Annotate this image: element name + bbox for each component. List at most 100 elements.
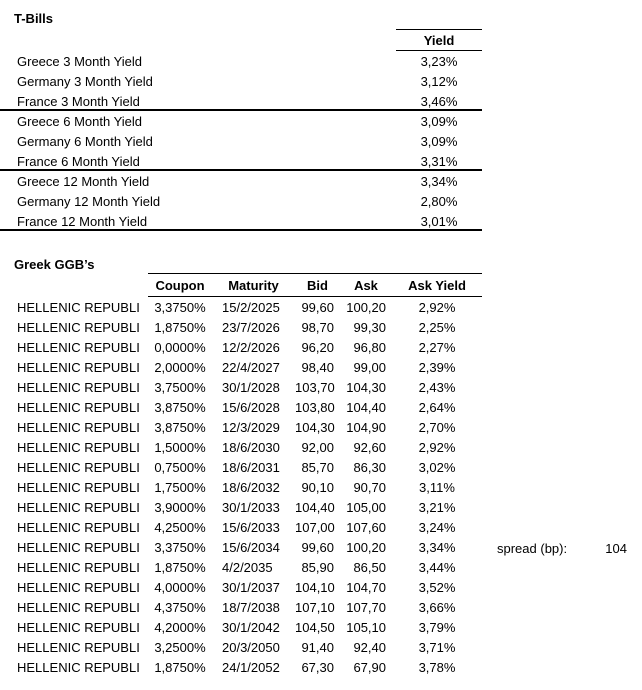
ggb-bid-value: 104,50 — [295, 619, 335, 635]
ggb-maturity-value: 24/1/2052 — [222, 659, 280, 675]
tbill-label: Germany 12 Month Yield — [17, 193, 161, 209]
ggb-row: HELLENIC REPUBLI 4,3750% 18/7/2038 107,1… — [0, 597, 482, 617]
ggb-issuer-name: HELLENIC REPUBLI — [17, 519, 140, 535]
ggb-ask-value: 104,30 — [346, 379, 386, 395]
ggb-issuer-name: HELLENIC REPUBLI — [17, 479, 140, 495]
ggb-ask-yield-value: 2,43% — [418, 379, 456, 395]
ggb-ask-yield-value: 2,92% — [418, 299, 456, 315]
tbill-yield-value: 3,46% — [420, 93, 458, 109]
ggb-ask-yield-value: 2,39% — [418, 359, 456, 375]
ggb-ask-value: 99,00 — [353, 359, 386, 375]
ggb-ask-yield-value: 2,27% — [418, 339, 456, 355]
ggb-bid-value: 98,40 — [301, 359, 334, 375]
ggb-ask-value: 92,60 — [353, 439, 386, 455]
ggb-ask-value: 86,30 — [353, 459, 386, 475]
tbill-row: Greece 3 Month Yield 3,23% — [0, 51, 482, 71]
tbill-label: France 3 Month Yield — [17, 93, 140, 109]
ggb-ask-value: 67,90 — [353, 659, 386, 675]
ggb-ask-yield-value: 3,52% — [418, 579, 456, 595]
ggb-issuer-name: HELLENIC REPUBLI — [17, 339, 140, 355]
tbill-yield-value: 3,12% — [420, 73, 458, 89]
ggb-coupon-value: 0,0000% — [154, 339, 206, 355]
ggb-maturity-value: 18/6/2032 — [222, 479, 280, 495]
tbill-row: France 3 Month Yield 3,46% — [0, 91, 482, 111]
ggb-ask-value: 86,50 — [353, 559, 386, 575]
ggb-coupon-value: 3,3750% — [154, 299, 206, 315]
ggb-header-row: Coupon Maturity Bid Ask Ask Yield — [148, 273, 482, 297]
ggb-ask-yield-value: 3,71% — [418, 639, 456, 655]
ggb-bid-value: 107,00 — [295, 519, 335, 535]
ggb-row: HELLENIC REPUBLI 3,3750% 15/2/2025 99,60… — [0, 297, 482, 317]
spread-value: 104 — [605, 540, 627, 556]
tbill-row: Greece 6 Month Yield 3,09% — [0, 111, 482, 131]
ggb-bid-value: 104,10 — [295, 579, 335, 595]
ggb-ask-value: 104,70 — [346, 579, 386, 595]
ggb-issuer-name: HELLENIC REPUBLI — [17, 359, 140, 375]
ggb-header-ask: Ask — [354, 277, 378, 293]
ggb-coupon-value: 3,9000% — [154, 499, 206, 515]
ggb-row: HELLENIC REPUBLI 2,0000% 22/4/2027 98,40… — [0, 357, 482, 377]
ggb-header-ask-yield: Ask Yield — [408, 277, 466, 293]
ggb-maturity-value: 15/6/2033 — [222, 519, 280, 535]
ggb-header-bid: Bid — [307, 277, 328, 293]
ggb-bid-value: 67,30 — [301, 659, 334, 675]
ggb-maturity-value: 18/7/2038 — [222, 599, 280, 615]
ggb-issuer-name: HELLENIC REPUBLI — [17, 319, 140, 335]
ggb-coupon-value: 3,3750% — [154, 539, 206, 555]
ggb-bid-value: 104,30 — [295, 419, 335, 435]
tbills-section-title: T-Bills — [14, 11, 54, 26]
ggb-issuer-name: HELLENIC REPUBLI — [17, 439, 140, 455]
ggb-coupon-value: 4,2500% — [154, 519, 206, 535]
ggb-row: HELLENIC REPUBLI 1,8750% 4/2/2035 85,90 … — [0, 557, 482, 577]
ggb-bid-value: 103,80 — [295, 399, 335, 415]
ggb-maturity-value: 15/6/2028 — [222, 399, 280, 415]
tbill-row: Germany 6 Month Yield 3,09% — [0, 131, 482, 151]
ggb-issuer-name: HELLENIC REPUBLI — [17, 559, 140, 575]
ggb-maturity-value: 18/6/2031 — [222, 459, 280, 475]
ggb-ask-yield-value: 3,44% — [418, 559, 456, 575]
tbills-yield-column-header: Yield — [396, 29, 482, 51]
ggb-row: HELLENIC REPUBLI 3,2500% 20/3/2050 91,40… — [0, 637, 482, 657]
ggb-ask-yield-value: 2,70% — [418, 419, 456, 435]
ggb-maturity-value: 18/6/2030 — [222, 439, 280, 455]
ggb-maturity-value: 4/2/2035 — [222, 559, 273, 575]
ggb-bid-value: 99,60 — [301, 539, 334, 555]
ggb-row: HELLENIC REPUBLI 0,0000% 12/2/2026 96,20… — [0, 337, 482, 357]
ggb-bid-value: 103,70 — [295, 379, 335, 395]
ggb-ask-yield-value: 3,34% — [418, 539, 456, 555]
tbill-label: Germany 3 Month Yield — [17, 73, 153, 89]
tbill-row: France 12 Month Yield 3,01% — [0, 211, 482, 231]
ggb-row: HELLENIC REPUBLI 3,8750% 12/3/2029 104,3… — [0, 417, 482, 437]
ggb-header-maturity: Maturity — [228, 277, 279, 293]
ggb-ask-yield-value: 3,21% — [418, 499, 456, 515]
ggb-ask-value: 107,70 — [346, 599, 386, 615]
tbill-yield-value: 3,34% — [420, 173, 458, 189]
ggb-maturity-value: 12/3/2029 — [222, 419, 280, 435]
ggb-maturity-value: 30/1/2033 — [222, 499, 280, 515]
ggb-row: HELLENIC REPUBLI 3,3750% 15/6/2034 99,60… — [0, 537, 482, 557]
ggb-ask-value: 100,20 — [346, 539, 386, 555]
tbill-row: Greece 12 Month Yield 3,34% — [0, 171, 482, 191]
ggb-maturity-value: 30/1/2037 — [222, 579, 280, 595]
ggb-ask-value: 104,40 — [346, 399, 386, 415]
tbill-row: Germany 12 Month Yield 2,80% — [0, 191, 482, 211]
ggb-issuer-name: HELLENIC REPUBLI — [17, 599, 140, 615]
ggb-coupon-value: 4,2000% — [154, 619, 206, 635]
ggb-issuer-name: HELLENIC REPUBLI — [17, 619, 140, 635]
ggb-coupon-value: 3,2500% — [154, 639, 206, 655]
ggb-row: HELLENIC REPUBLI 0,7500% 18/6/2031 85,70… — [0, 457, 482, 477]
tbill-yield-value: 3,09% — [420, 113, 458, 129]
ggb-coupon-value: 3,7500% — [154, 379, 206, 395]
tbill-yield-value: 2,80% — [420, 193, 458, 209]
ggb-section-title: Greek GGB’s — [14, 257, 95, 272]
tbill-yield-value: 3,01% — [420, 213, 458, 229]
ggb-issuer-name: HELLENIC REPUBLI — [17, 399, 140, 415]
ggb-row: HELLENIC REPUBLI 3,8750% 15/6/2028 103,8… — [0, 397, 482, 417]
ggb-ask-value: 90,70 — [353, 479, 386, 495]
tbill-label: France 12 Month Yield — [17, 213, 148, 229]
ggb-row: HELLENIC REPUBLI 3,9000% 30/1/2033 104,4… — [0, 497, 482, 517]
ggb-issuer-name: HELLENIC REPUBLI — [17, 299, 140, 315]
ggb-ask-value: 104,90 — [346, 419, 386, 435]
ggb-ask-yield-value: 2,25% — [418, 319, 456, 335]
